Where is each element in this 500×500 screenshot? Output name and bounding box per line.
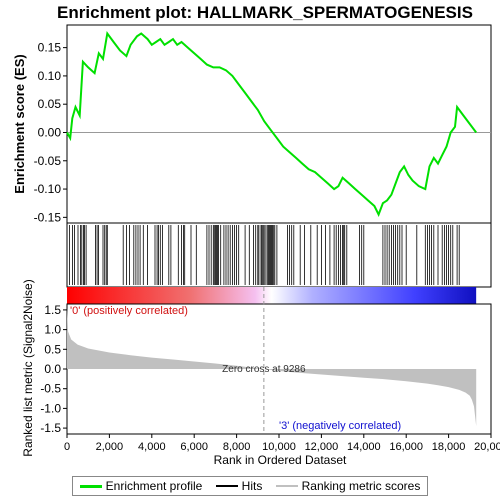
es-y-tick-label: -0.10	[34, 182, 62, 196]
chart-title: Enrichment plot: HALLMARK_SPERMATOGENESI…	[57, 3, 473, 22]
x-tick-label: 6,000	[180, 441, 208, 453]
es-y-tick-label: 0.05	[38, 97, 62, 111]
metric-y-tick-label: -1.5	[40, 421, 61, 435]
enrichment-profile-line	[66, 31, 477, 217]
legend-label-ranking: Ranking metric scores	[301, 479, 421, 493]
es-y-tick-label: 0.00	[38, 125, 62, 139]
rank-color-bar	[67, 287, 477, 304]
x-tick-label: 14,000	[347, 441, 381, 453]
legend-swatch-ranking	[275, 485, 298, 487]
ranking-metric-area	[67, 307, 477, 427]
es-y-axis: -0.15 -0.10 -0.05 0.00 0.05 0.10 0.15	[34, 41, 67, 224]
zero-cross-label: Zero cross at 9286	[222, 364, 306, 375]
positive-correlation-label: '0' (positively correlated)	[70, 305, 188, 317]
es-panel-frame	[66, 24, 492, 224]
metric-y-label: Ranked list metric (Signal2Noise)	[21, 279, 35, 456]
legend-swatch-enrichment	[79, 484, 102, 488]
x-tick-label: 18,000	[432, 441, 466, 453]
legend-label-enrichment: Enrichment profile	[105, 479, 203, 493]
metric-y-tick-label: 1.0	[44, 323, 61, 337]
metric-y-axis: 1.5 1.0 0.5 0.0 -0.5 -1.0 -1.5	[40, 303, 67, 435]
legend-item-ranking: Ranking metric scores	[275, 479, 421, 493]
x-axis-label: Rank in Ordered Dataset	[214, 453, 347, 467]
metric-y-tick-label: 0.5	[44, 342, 61, 356]
es-y-tick-label: 0.15	[38, 41, 62, 55]
es-y-tick-label: -0.15	[34, 210, 62, 224]
x-tick-label: 16,000	[389, 441, 423, 453]
x-tick-label: 0	[64, 441, 70, 453]
es-y-tick-label: 0.10	[38, 69, 62, 83]
metric-y-tick-label: -1.0	[40, 401, 61, 415]
negative-correlation-label: '3' (negatively correlated)	[279, 420, 401, 432]
legend-label-hits: Hits	[241, 479, 263, 493]
metric-y-tick-label: -0.5	[40, 382, 61, 396]
x-tick-label: 10,000	[262, 441, 296, 453]
x-tick-label: 20,000	[474, 441, 500, 453]
x-axis: 0 2,000 4,000 6,000 8,000 10,000 12,000 14,000 1…	[64, 434, 500, 453]
x-tick-label: 2,000	[96, 441, 124, 453]
metric-y-tick-label: 1.5	[44, 303, 61, 317]
x-tick-label: 12,000	[305, 441, 339, 453]
legend-item-hits: Hits	[215, 479, 263, 493]
legend-swatch-hits	[215, 485, 238, 487]
hits-marks	[69, 225, 460, 285]
legend: Enrichment profile Hits Ranking metric s…	[72, 476, 428, 496]
x-tick-label: 8,000	[223, 441, 251, 453]
es-y-label: Enrichment score (ES)	[12, 54, 27, 193]
legend-item-enrichment: Enrichment profile	[79, 479, 203, 493]
x-tick-label: 4,000	[138, 441, 166, 453]
metric-y-tick-label: 0.0	[44, 362, 61, 376]
es-y-tick-label: -0.05	[34, 154, 62, 168]
